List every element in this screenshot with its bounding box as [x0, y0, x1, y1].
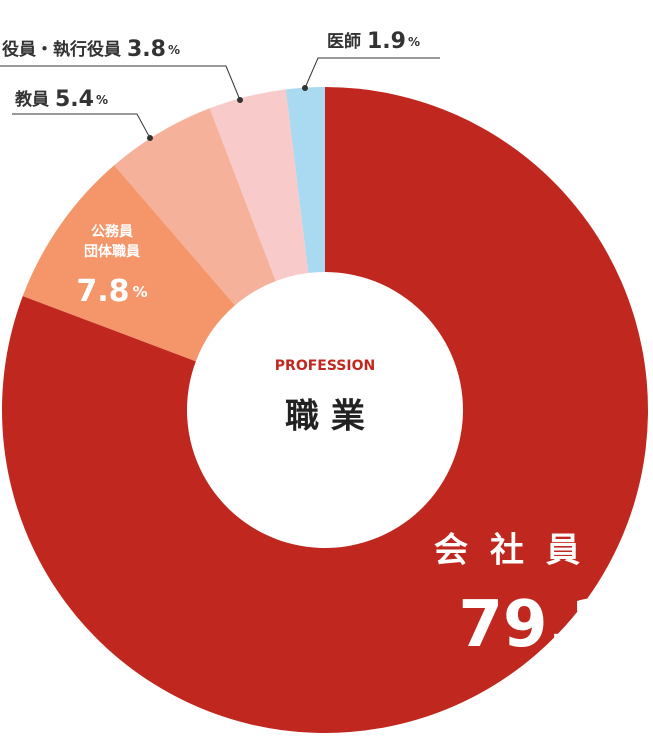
leader-line	[12, 113, 151, 139]
slice	[209, 89, 309, 282]
slice-label: 団体職員	[84, 243, 140, 260]
slice	[22, 165, 235, 362]
leader-dot	[147, 135, 153, 141]
slice	[2, 87, 649, 733]
value: 1.9	[367, 29, 406, 54]
slice-label: 役員・執行役員 3.8%	[2, 37, 180, 62]
unit: %	[133, 283, 148, 301]
value-label: 79.2%	[459, 588, 652, 662]
value-label: 7.8%	[76, 274, 147, 309]
unit: %	[408, 35, 420, 49]
category: 医師	[327, 31, 361, 52]
slice-label: 公務員	[91, 223, 133, 240]
leader-line	[304, 57, 440, 89]
slice	[114, 108, 276, 306]
slice-label: 会社員	[434, 531, 602, 571]
slice-label: 医師 1.9%	[327, 29, 420, 54]
chart-title: 職 業	[285, 397, 365, 437]
unit: %	[619, 607, 651, 645]
leader-line	[0, 65, 241, 101]
slice	[285, 87, 325, 274]
slice-label: 教員 5.4%	[14, 87, 108, 112]
value: 5.4	[55, 87, 94, 112]
value: 3.8	[127, 37, 166, 62]
unit: %	[168, 43, 180, 57]
chart-subtitle: PROFESSION	[275, 358, 375, 374]
leader-dot	[302, 85, 308, 91]
category: 役員・執行役員	[2, 39, 121, 60]
value: 7.8	[76, 274, 129, 309]
unit: %	[96, 93, 108, 107]
value: 79.2	[459, 588, 617, 662]
leader-dot	[237, 97, 243, 103]
category: 教員	[14, 89, 49, 110]
